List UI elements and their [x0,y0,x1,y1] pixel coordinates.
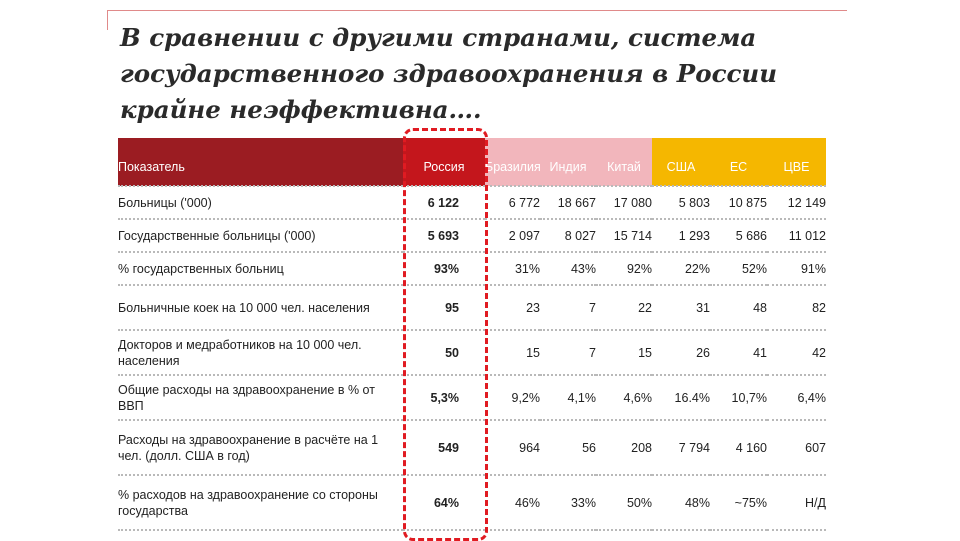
table-row: Государственные больницы ('000) 5 693 2 … [118,219,826,252]
header-eu: ЕС [710,138,767,186]
cell-brazil: 31% [514,261,540,276]
cell-china: 22 [638,300,652,315]
cell-usa: 1 293 [678,228,710,243]
cell-china: 15 714 [613,228,652,243]
row-label: Государственные больницы ('000) [118,228,316,243]
header-usa: США [652,138,710,186]
slide-corner-line-horizontal [107,10,847,11]
cell-india: 7 [589,345,596,360]
cell-eu: 52% [741,261,767,276]
slide-corner-line-vertical [107,10,108,30]
cell-russia: 95 [445,300,459,315]
cell-cee: Н/Д [805,495,826,510]
cell-cee: 11 012 [788,228,826,243]
cell-eu: ~75% [734,495,767,510]
cell-cee: 6,4% [797,390,827,405]
table-header-row: Показатель Россия Бразилия Индия Китай С… [118,138,826,186]
cell-brazil: 9,2% [511,390,541,405]
cell-eu: 48 [753,300,767,315]
cell-usa: 22% [684,261,710,276]
cell-cee: 91% [800,261,826,276]
cell-russia: 549 [438,440,459,455]
header-indicator: Показатель [118,138,403,186]
row-label: Докторов и медработников на 10 000 чел. … [118,337,362,368]
cell-russia: 6 122 [427,195,459,210]
cell-russia: 5 693 [427,228,459,243]
header-russia: Россия [403,138,485,186]
cell-cee: 607 [805,440,826,455]
cell-india: 18 667 [557,195,596,210]
cell-usa: 31 [696,300,710,315]
table-row: % государственных больниц 93% 31% 43% 92… [118,252,826,285]
cell-eu: 10,7% [731,390,767,405]
table-row: Расходы на здравоохранение в расчёте на … [118,420,826,475]
cell-china: 15 [638,345,652,360]
row-label: % расходов на здравоохранение со стороны… [118,487,378,518]
row-label: Расходы на здравоохранение в расчёте на … [118,432,379,463]
table-row: % расходов на здравоохранение со стороны… [118,475,826,530]
header-china: Китай [596,138,652,186]
cell-india: 7 [589,300,596,315]
cell-china: 4,6% [623,390,653,405]
cell-usa: 26 [696,345,710,360]
cell-brazil: 2 097 [508,228,540,243]
cell-brazil: 15 [526,345,540,360]
cell-eu: 10 875 [728,195,767,210]
cell-china: 92% [626,261,652,276]
cell-cee: 82 [812,300,826,315]
cell-brazil: 46% [514,495,540,510]
cell-eu: 4 160 [735,440,767,455]
cell-eu: 41 [753,345,767,360]
row-label: Больничные коек на 10 000 чел. населения [118,300,370,315]
comparison-table: Показатель Россия Бразилия Индия Китай С… [118,138,826,531]
cell-india: 43% [570,261,596,276]
table-row: Больницы ('000) 6 122 6 772 18 667 17 08… [118,186,826,219]
cell-india: 33% [570,495,596,510]
header-india: Индия [540,138,596,186]
cell-brazil: 6 772 [508,195,540,210]
cell-eu: 5 686 [735,228,767,243]
cell-india: 8 027 [564,228,596,243]
row-label: % государственных больниц [118,261,284,276]
cell-russia: 93% [433,261,459,276]
cell-usa: 16.4% [674,390,710,405]
cell-china: 50% [626,495,652,510]
row-label: Общие расходы на здравоохранение в % от … [118,382,375,413]
cell-usa: 7 794 [678,440,710,455]
cell-usa: 5 803 [678,195,710,210]
cell-india: 56 [582,440,596,455]
cell-brazil: 23 [526,300,540,315]
cell-russia: 64% [433,495,459,510]
table-row: Больничные коек на 10 000 чел. населения… [118,285,826,330]
cell-brazil: 964 [519,440,540,455]
cell-cee: 12 149 [787,195,826,210]
cell-cee: 42 [812,345,826,360]
cell-russia: 50 [445,345,459,360]
table-row: Докторов и медработников на 10 000 чел. … [118,330,826,375]
header-brazil: Бразилия [485,138,541,186]
row-label: Больницы ('000) [118,195,212,210]
cell-india: 4,1% [567,390,597,405]
slide-title: В сравнении с другими странами, система … [120,23,778,124]
cell-russia: 5,3% [430,390,460,405]
cell-china: 208 [631,440,652,455]
cell-china: 17 080 [613,195,652,210]
table-row: Общие расходы на здравоохранение в % от … [118,375,826,420]
header-cee: ЦВЕ [767,138,826,186]
cell-usa: 48% [684,495,710,510]
